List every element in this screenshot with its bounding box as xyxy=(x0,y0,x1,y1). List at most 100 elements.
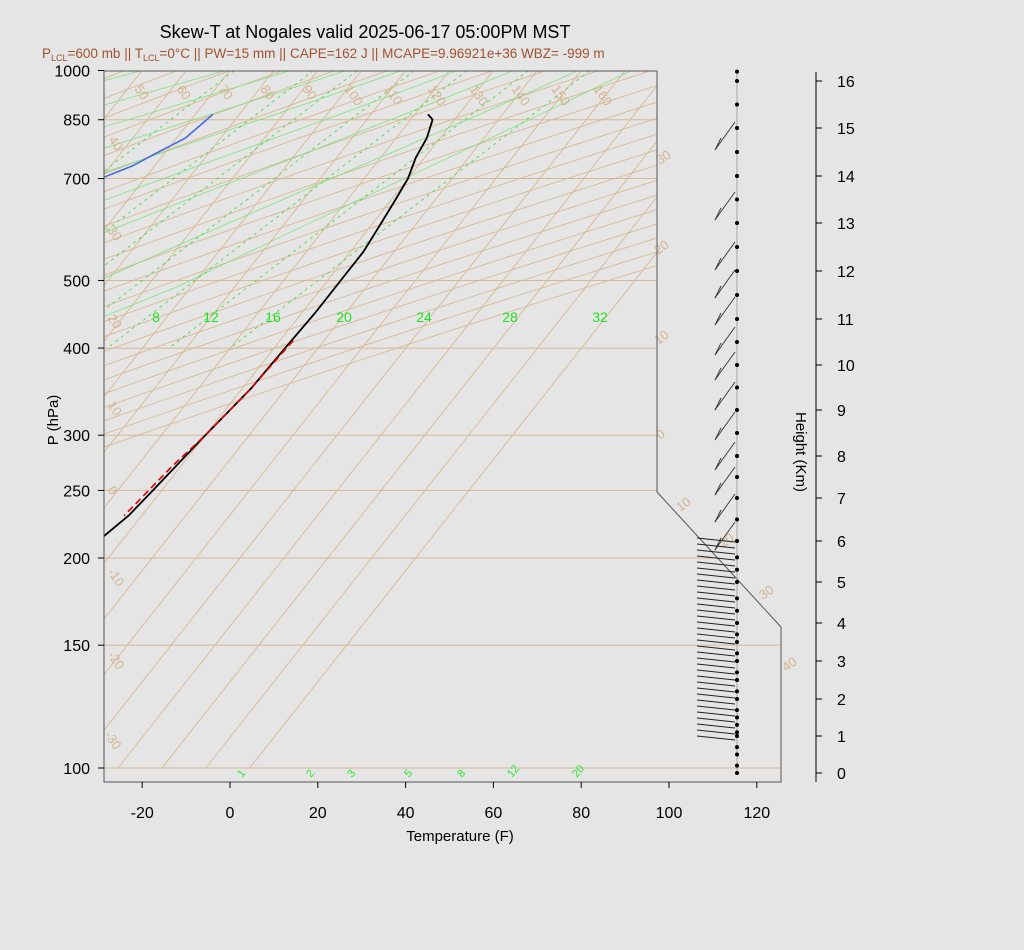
dry-adiabat xyxy=(104,71,484,769)
dry-adiabat xyxy=(104,71,538,769)
mixing-ratio-label: 12 xyxy=(505,763,522,780)
isotherm-line xyxy=(104,71,231,769)
height-tick-label: 7 xyxy=(837,491,846,508)
dry-adiabat xyxy=(104,71,645,769)
wind-level-dot xyxy=(735,670,739,675)
wind-barb xyxy=(714,191,736,221)
isotherm-label-left: 20 xyxy=(105,311,126,331)
temperature-tick-label: 60 xyxy=(485,805,503,822)
wind-barb xyxy=(696,627,736,633)
wind-barb xyxy=(696,609,736,615)
height-tick-label: 4 xyxy=(837,616,846,633)
wind-level-dot xyxy=(735,763,739,768)
isotherm-line xyxy=(104,71,363,769)
dry-adiabat xyxy=(104,71,591,769)
temperature-tick-label: 20 xyxy=(309,805,327,822)
wind-barb-flag xyxy=(714,207,722,221)
series-temperature xyxy=(104,113,434,769)
isotherm-label-left: 30 xyxy=(105,223,126,243)
wind-barb xyxy=(696,597,736,603)
wind-barb xyxy=(696,651,736,657)
moist-adiabat xyxy=(104,71,444,517)
wind-level-dot xyxy=(735,659,739,663)
adiabat-label: 24 xyxy=(416,309,432,325)
wind-barb xyxy=(714,326,736,356)
height-tick-label: 11 xyxy=(837,312,854,329)
isotherm-label-left: -20 xyxy=(105,648,128,672)
dry-adiabat xyxy=(104,71,781,769)
height-tick-label: 6 xyxy=(837,534,846,551)
wind-barb xyxy=(714,493,736,523)
isotherm-label-left: -30 xyxy=(102,728,125,752)
isotherm-label: 160 xyxy=(591,82,616,108)
wind-barb xyxy=(714,411,736,441)
height-tick-label: 0 xyxy=(837,766,846,783)
dry-adiabat xyxy=(104,71,698,769)
wind-barb xyxy=(696,735,736,741)
wind-barb xyxy=(696,693,736,699)
isotherm-label: 60 xyxy=(174,82,195,102)
mixing-ratio-label: 5 xyxy=(402,768,415,780)
theta-label: 30 xyxy=(653,147,673,168)
height-tick-label: 9 xyxy=(837,403,846,420)
mixing-ratio-label: 20 xyxy=(570,763,587,780)
theta-label: 10 xyxy=(651,327,671,348)
wind-barb xyxy=(696,699,736,705)
sounding-profiles xyxy=(104,113,434,769)
mixing-ratio-line xyxy=(107,71,468,349)
isotherm-label-left: 0 xyxy=(105,483,121,498)
moist-adiabat xyxy=(104,71,339,517)
height-tick-label: 12 xyxy=(837,264,855,281)
temperature-tick-label: 100 xyxy=(656,805,683,822)
wind-barb xyxy=(714,521,736,551)
wind-level-dot xyxy=(735,734,739,738)
wind-barb xyxy=(696,555,736,561)
pressure-tick-label: 150 xyxy=(63,638,90,655)
moist-adiabat xyxy=(104,71,497,517)
pressure-tick-label: 400 xyxy=(63,341,90,358)
adiabat-label: 16 xyxy=(265,309,281,325)
dry-adiabat xyxy=(104,71,781,769)
temperature-tick-label: 40 xyxy=(397,805,415,822)
isotherm-label: 140 xyxy=(509,82,534,108)
pressure-tick-label: 500 xyxy=(63,273,90,290)
temperature-tick-label: 120 xyxy=(743,805,770,822)
wind-barb xyxy=(696,573,736,579)
theta-label: 0 xyxy=(653,426,668,442)
wind-barb-flag xyxy=(714,537,722,551)
dry-adiabat xyxy=(104,71,781,769)
wind-barb-flag xyxy=(714,342,722,356)
wind-barb xyxy=(696,567,736,573)
adiabat-label: 32 xyxy=(592,309,608,325)
wind-barb xyxy=(696,549,736,555)
pressure-tick-label: 250 xyxy=(63,483,90,500)
mixing-ratio-label: 8 xyxy=(455,768,468,780)
wind-level-dot xyxy=(735,269,739,273)
isotherm-line xyxy=(104,71,538,769)
wind-barb xyxy=(696,723,736,729)
wind-barb xyxy=(696,717,736,723)
wind-level-dot xyxy=(735,475,739,479)
wind-level-dot xyxy=(735,102,739,107)
adiabat-label: 12 xyxy=(203,309,219,325)
wind-level-dot xyxy=(735,245,739,249)
wind-barbs xyxy=(696,69,739,775)
theta-label: 20 xyxy=(716,530,736,551)
wind-level-dot xyxy=(735,363,739,367)
moist-adiabat xyxy=(104,71,550,517)
wind-barb xyxy=(696,561,736,567)
theta-label: 30 xyxy=(756,582,776,603)
wind-level-dot xyxy=(735,408,739,412)
wind-level-dot xyxy=(735,697,739,701)
wind-barb xyxy=(696,675,736,681)
wind-level-dot xyxy=(735,496,739,500)
wind-barb-flag xyxy=(714,427,722,441)
wind-barb xyxy=(714,269,736,299)
chart-subtitle: PLCL=600 mb || TLCL=0°C || PW=15 mm || C… xyxy=(42,46,605,63)
pressure-tick-label: 100 xyxy=(63,761,90,778)
y-axis-label: P (hPa) xyxy=(45,395,62,446)
pressure-tick-label: 200 xyxy=(63,551,90,568)
wind-level-dot xyxy=(735,621,739,625)
